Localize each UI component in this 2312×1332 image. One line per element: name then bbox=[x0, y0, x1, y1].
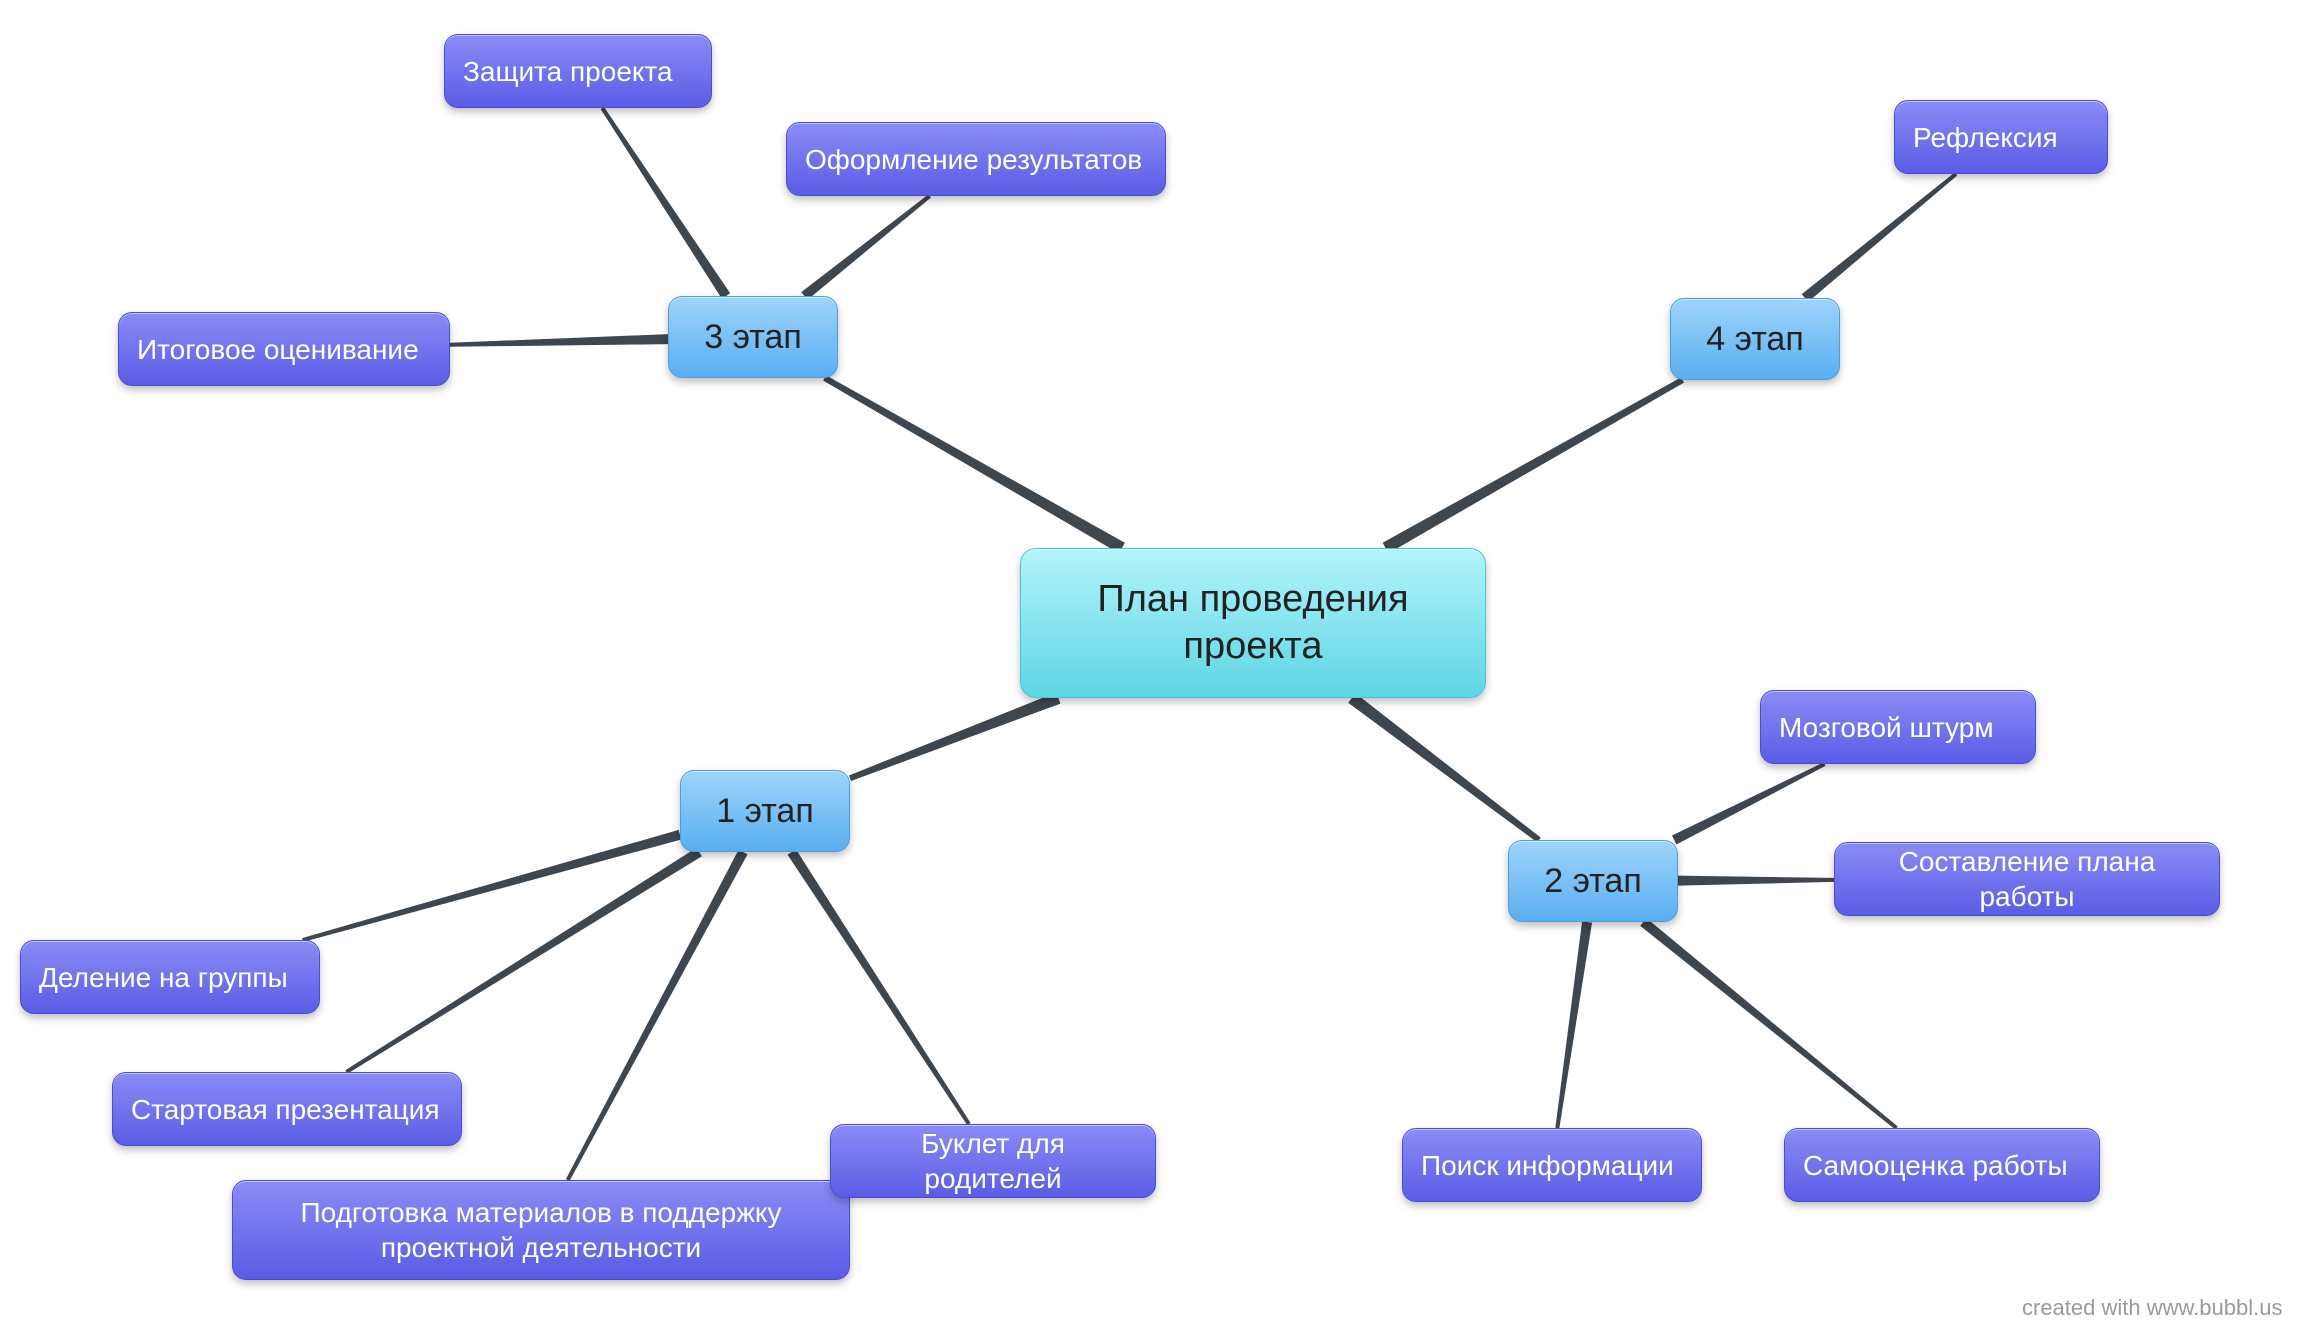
node-s2b[interactable]: Составление плана работы bbox=[1834, 842, 2220, 916]
edge-stage3-s3a bbox=[450, 334, 668, 347]
node-label: 1 этап bbox=[716, 790, 813, 833]
edge-root-stage1 bbox=[849, 692, 1061, 781]
node-s3b[interactable]: Защита проекта bbox=[444, 34, 712, 108]
edge-stage1-s1b bbox=[345, 848, 702, 1074]
node-label: План проведения проекта bbox=[1097, 576, 1408, 671]
node-label: 4 этап bbox=[1706, 318, 1803, 361]
edge-stage2-s2c bbox=[1640, 918, 1898, 1129]
node-s3a[interactable]: Итоговое оценивание bbox=[118, 312, 450, 386]
node-label: Оформление результатов bbox=[805, 142, 1142, 177]
node-label: Итоговое оценивание bbox=[137, 332, 419, 367]
node-label: Деление на группы bbox=[39, 960, 288, 995]
node-s2d[interactable]: Поиск информации bbox=[1402, 1128, 1702, 1202]
node-label: Защита проекта bbox=[463, 54, 673, 89]
node-s1b[interactable]: Стартовая презентация bbox=[112, 1072, 462, 1146]
edge-root-stage3 bbox=[823, 375, 1125, 553]
node-label: 3 этап bbox=[704, 316, 801, 359]
node-root[interactable]: План проведения проекта bbox=[1020, 548, 1486, 698]
node-label: Стартовая презентация bbox=[131, 1092, 440, 1127]
footer-credit: created with www.bubbl.us bbox=[2022, 1295, 2282, 1321]
edge-stage2-s2d bbox=[1555, 921, 1592, 1128]
node-s1a[interactable]: Деление на группы bbox=[20, 940, 320, 1014]
node-stage1[interactable]: 1 этап bbox=[680, 770, 850, 852]
edge-stage1-s1c bbox=[566, 850, 748, 1181]
node-label: Мозговой штурм bbox=[1779, 710, 1994, 745]
edge-stage2-s2b bbox=[1678, 876, 1834, 886]
node-stage2[interactable]: 2 этап bbox=[1508, 840, 1678, 922]
node-s3c[interactable]: Оформление результатов bbox=[786, 122, 1166, 196]
node-label: Подготовка материалов в поддержку проект… bbox=[251, 1195, 831, 1265]
edge-stage2-s2a bbox=[1672, 762, 1826, 844]
node-label: Рефлексия bbox=[1913, 120, 2058, 155]
node-label: Составление плана работы bbox=[1853, 844, 2201, 914]
edge-root-stage4 bbox=[1383, 377, 1684, 553]
node-s4a[interactable]: Рефлексия bbox=[1894, 100, 2108, 174]
edge-stage3-s3b bbox=[601, 107, 731, 299]
node-stage4[interactable]: 4 этап bbox=[1670, 298, 1840, 380]
edge-stage1-s1a bbox=[302, 830, 681, 942]
node-label: Поиск информации bbox=[1421, 1148, 1674, 1183]
edge-root-stage2 bbox=[1348, 693, 1541, 842]
node-stage3[interactable]: 3 этап bbox=[668, 296, 838, 378]
node-s1c[interactable]: Подготовка материалов в поддержку проект… bbox=[232, 1180, 850, 1280]
node-label: Буклет для родителей bbox=[849, 1126, 1137, 1196]
node-s1d[interactable]: Буклет для родителей bbox=[830, 1124, 1156, 1198]
node-label: 2 этап bbox=[1544, 860, 1641, 903]
node-s2a[interactable]: Мозговой штурм bbox=[1760, 690, 2036, 764]
edge-stage1-s1d bbox=[788, 849, 971, 1125]
node-label: Самооценка работы bbox=[1803, 1148, 2068, 1183]
node-s2c[interactable]: Самооценка работы bbox=[1784, 1128, 2100, 1202]
edge-stage3-s3c bbox=[801, 194, 931, 299]
edge-stage4-s4a bbox=[1802, 172, 1957, 301]
